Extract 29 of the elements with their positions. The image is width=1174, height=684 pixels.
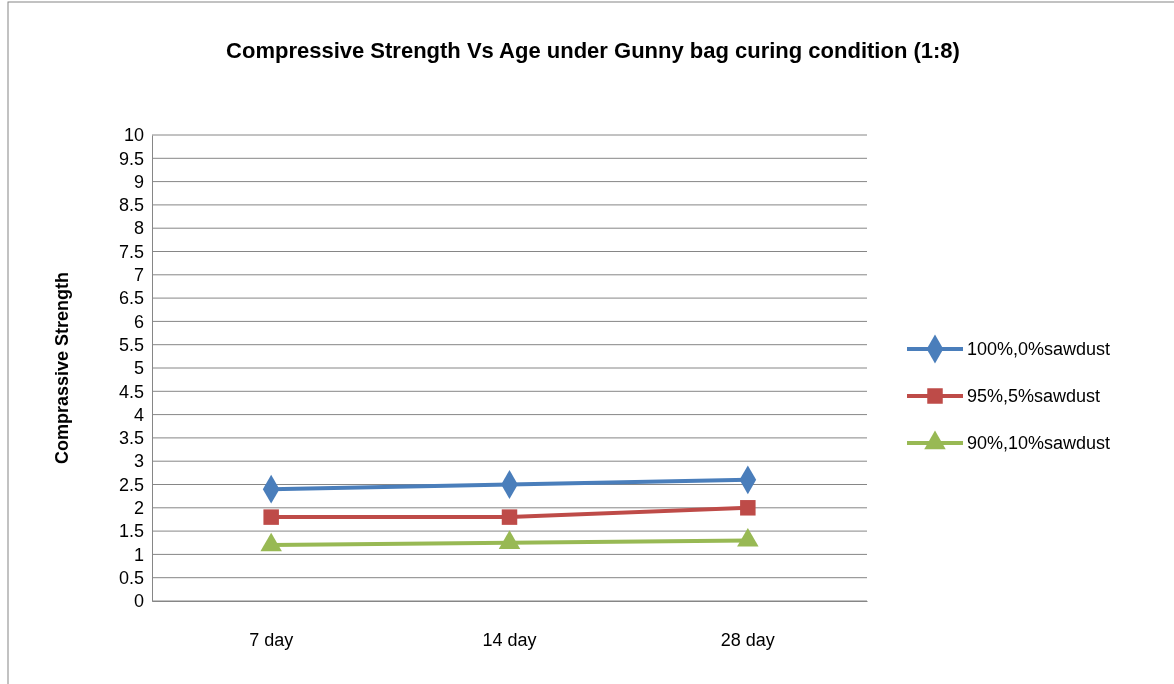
y-tick-label: 3 [133,451,144,472]
chart-title: Compressive Strength Vs Age under Gunny bag curing condition (1:8) [226,38,960,63]
x-tick-label: 7 day [249,629,294,650]
y-tick-label: 0.5 [118,567,144,588]
y-tick-label: 1.5 [118,521,144,542]
y-tick-label: 8.5 [118,195,144,216]
y-tick-label: 6.5 [118,288,144,309]
y-tick-label: 7 [133,265,144,286]
x-tick-label: 28 day [720,629,775,650]
y-tick-label: 8 [133,218,144,239]
y-tick-label: 4.5 [118,381,144,402]
y-tick-label: 6 [133,311,144,332]
y-tick-label: 3.5 [118,428,144,449]
y-tick-label: 7.5 [118,241,144,262]
legend-label: 95%,5%sawdust [967,386,1101,406]
y-tick-label: 2 [133,498,144,519]
y-tick-label: 9 [133,171,144,192]
y-tick-label: 9.5 [118,148,144,169]
y-tick-label: 1 [133,544,144,565]
legend-label: 90%,10%sawdust [967,433,1111,453]
y-tick-label: 2.5 [118,474,144,495]
y-tick-label: 5.5 [118,334,144,355]
y-axis-title: Comprassive Strength [52,271,72,465]
y-tick-label: 10 [123,125,144,146]
y-tick-label: 0 [133,591,144,612]
x-tick-label: 14 day [482,629,537,650]
y-tick-label: 4 [133,404,144,425]
legend-label: 100%,0%sawdust [967,339,1111,359]
y-tick-label: 5 [133,358,144,379]
